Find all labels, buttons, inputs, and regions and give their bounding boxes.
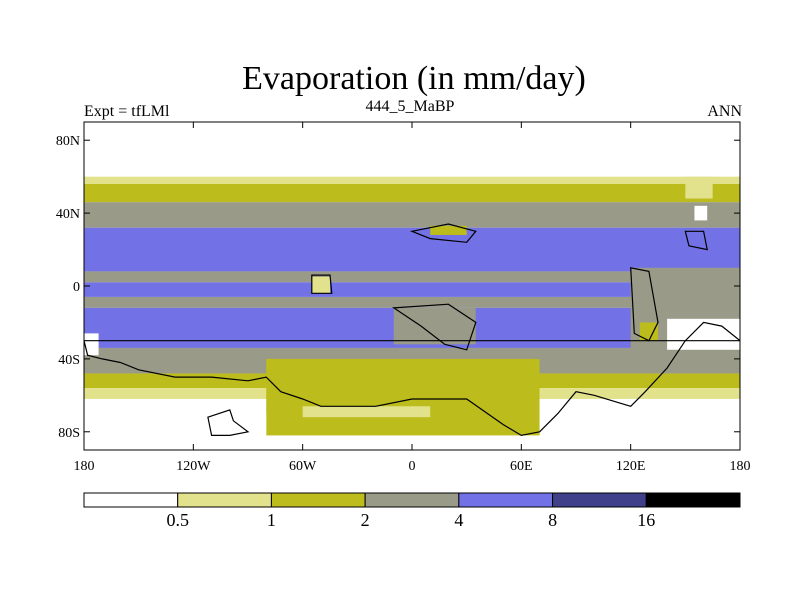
evap-patch-9 [639,322,658,341]
experiment-label: Expt = tfLMl [84,103,170,120]
chart-title: Evaporation (in mm/day) [242,60,586,97]
y-tick-label-2: 0 [73,280,80,295]
colorbar-label-2: 2 [361,510,370,530]
evaporation-field [84,122,740,450]
evap-patch-10 [685,176,713,199]
evap-patch-0 [630,267,740,368]
colorbar-bin-0 [83,492,179,508]
colorbar-bin-3 [364,492,460,508]
colorbar-label-5: 16 [637,510,655,530]
coastline-outline [84,223,740,437]
evap-patch-4 [302,406,431,418]
coastline-1 [207,409,250,436]
x-tick-label-3: 0 [409,459,416,474]
coastline-0 [84,321,740,437]
evap-patch-1 [667,318,740,350]
coastline-4 [311,274,333,294]
evap-patch-3 [266,358,540,436]
y-axis: 80N 40N 0 40S 80S [56,134,740,441]
evap-band-2 [84,183,740,203]
y-tick-label-1: 40N [56,207,80,222]
season-label: ANN [707,103,742,120]
x-tick-label-0: 180 [74,459,95,474]
evap-patch-6 [393,307,476,345]
evap-band-6 [84,282,740,297]
colorbar-bin-4 [458,492,554,508]
coastline-3 [409,223,477,243]
colorbar-label-4: 8 [548,510,557,530]
x-tick-label-5: 120E [616,459,646,474]
colorbar-label-3: 4 [454,510,463,530]
x-tick-label-4: 60E [510,459,533,474]
period-label: 444_5_MaBP [365,98,455,115]
evap-patch-2 [84,333,99,356]
evap-band-4 [84,227,740,272]
x-tick-label-6: 180 [730,459,751,474]
coastline-5 [630,267,659,342]
x-tick-label-1: 120W [176,459,211,474]
colorbar-bin-2 [270,492,366,508]
evap-band-5 [84,271,740,283]
colorbar-bin-6 [645,492,741,508]
evap-band-3 [84,202,740,228]
y-tick-label-3: 40S [58,353,80,368]
evap-patch-11 [694,205,708,221]
x-tick-label-2: 60W [289,459,317,474]
y-tick-label-4: 80S [58,426,80,441]
coastline-2 [391,303,477,351]
colorbar-bin-5 [552,492,647,508]
y-tick-label-0: 80N [56,134,80,149]
evap-band-7 [84,296,740,308]
colorbar-label-1: 1 [267,510,276,530]
evap-band-0 [84,122,740,177]
x-axis: 180 120W 60W 0 60E 120E 180 [74,122,751,474]
evap-patch-7 [430,225,467,235]
coastline-6 [684,230,708,251]
colorbar: 0.5 1 2 4 8 16 [83,492,741,530]
evap-patch-8 [311,276,330,294]
colorbar-bin-1 [177,492,272,508]
colorbar-label-0: 0.5 [166,510,189,530]
evap-band-1 [84,176,740,184]
